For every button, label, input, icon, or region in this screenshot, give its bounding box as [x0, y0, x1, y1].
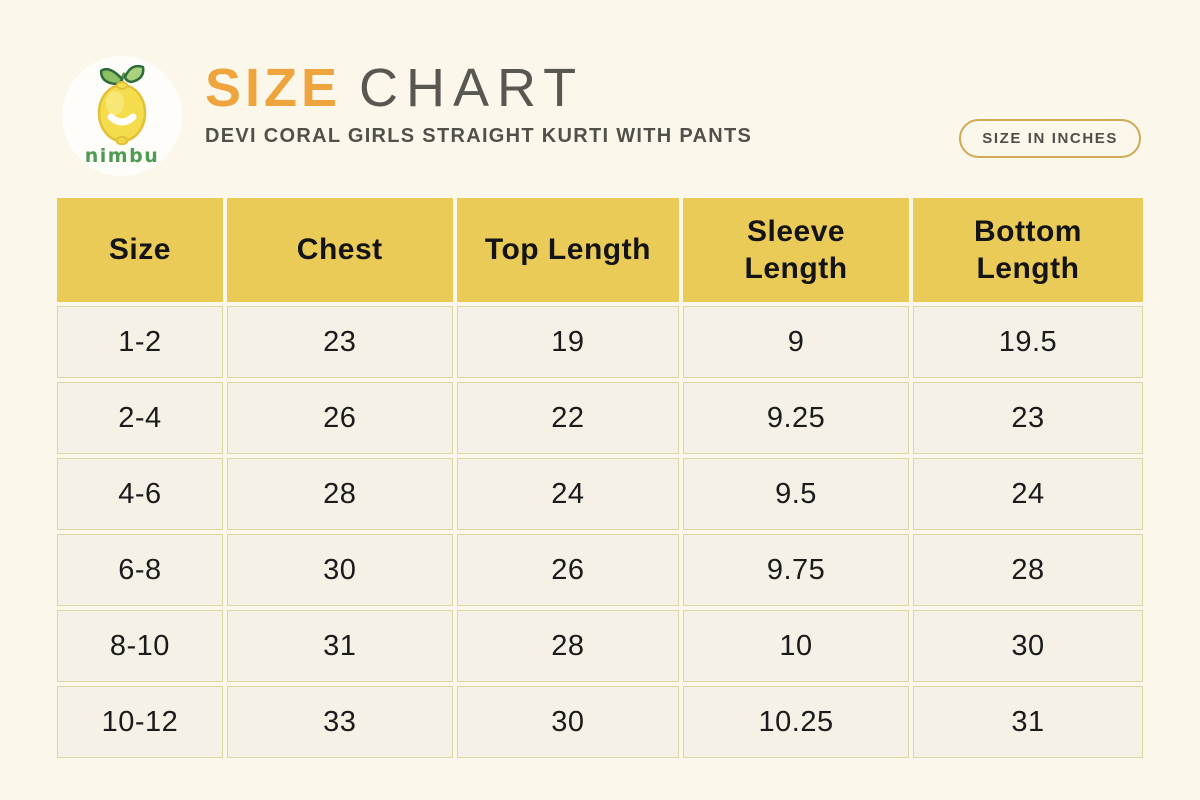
measurement-cell: 33	[226, 686, 453, 758]
measurement-cell: 31	[226, 610, 453, 682]
column-header: Chest	[226, 198, 453, 302]
table-row: 8-10 31 28 10 30	[57, 610, 1143, 682]
measurement-cell: 19.5	[912, 306, 1143, 378]
measurement-cell: 30	[912, 610, 1143, 682]
measurement-cell: 10.25	[683, 686, 909, 758]
measurement-cell: 9.5	[683, 458, 909, 530]
column-header: Top Length	[456, 198, 680, 302]
nimbu-logo: nimbu	[61, 55, 183, 177]
measurement-cell: 28	[456, 610, 680, 682]
title-block: SIZE CHART DEVI CORAL GIRLS STRAIGHT KUR…	[205, 60, 752, 148]
size-cell: 6-8	[57, 534, 223, 606]
measurement-cell: 30	[456, 686, 680, 758]
table-header-row: Size Chest Top Length Sleeve Length Bottom L…	[57, 198, 1143, 302]
measurement-cell: 30	[226, 534, 453, 606]
measurement-cell: 10	[683, 610, 909, 682]
measurement-cell: 23	[912, 382, 1143, 454]
size-cell: 8-10	[57, 610, 223, 682]
measurement-cell: 28	[912, 534, 1143, 606]
page-title: SIZE CHART	[205, 60, 752, 117]
measurement-cell: 24	[912, 458, 1143, 530]
size-cell: 1-2	[57, 306, 223, 378]
table-row: 6-8 30 26 9.75 28	[57, 534, 1143, 606]
unit-badge: SIZE IN INCHES	[959, 119, 1141, 158]
measurement-cell: 22	[456, 382, 680, 454]
measurement-cell: 26	[456, 534, 680, 606]
table-row: 4-6 28 24 9.5 24	[57, 458, 1143, 530]
measurement-cell: 24	[456, 458, 680, 530]
svg-text:nimbu: nimbu	[85, 145, 159, 167]
measurement-cell: 19	[456, 306, 680, 378]
measurement-cell: 26	[226, 382, 453, 454]
product-name: DEVI CORAL GIRLS STRAIGHT KURTI WITH PAN…	[205, 124, 753, 147]
column-header: Bottom Length	[912, 198, 1143, 302]
lemon-icon: nimbu	[62, 56, 182, 176]
measurement-cell: 31	[912, 686, 1143, 758]
size-cell: 4-6	[57, 458, 223, 530]
size-cell: 10-12	[57, 686, 223, 758]
measurement-cell: 9.25	[683, 382, 909, 454]
measurement-cell: 23	[226, 306, 453, 378]
size-table: Size Chest Top Length Sleeve Length Bottom L…	[53, 194, 1147, 762]
measurement-cell: 28	[226, 458, 453, 530]
column-header: Size	[57, 198, 223, 302]
title-chart-word: CHART	[359, 58, 585, 118]
table-body: 1-2 23 19 9 19.5 2-4 26 22 9.25 23 4-6 28 24 9.5 24 6-8…	[57, 306, 1143, 758]
measurement-cell: 9	[683, 306, 909, 378]
table-row: 2-4 26 22 9.25 23	[57, 382, 1143, 454]
size-cell: 2-4	[57, 382, 223, 454]
measurement-cell: 9.75	[683, 534, 909, 606]
title-size-word: SIZE	[205, 58, 342, 118]
column-header: Sleeve Length	[683, 198, 909, 302]
table-row: 1-2 23 19 9 19.5	[57, 306, 1143, 378]
table-row: 10-12 33 30 10.25 31	[57, 686, 1143, 758]
